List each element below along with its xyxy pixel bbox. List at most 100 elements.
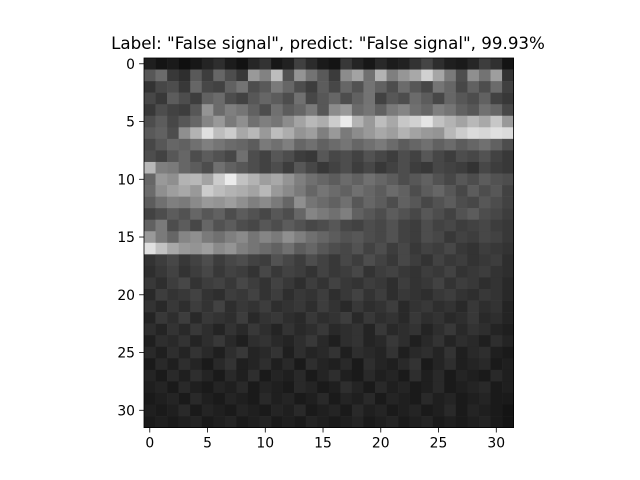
x-tick-label: 15 (314, 436, 332, 452)
heatmap-cell (247, 300, 260, 313)
heatmap-cell (167, 265, 179, 278)
heatmap-cell (271, 104, 283, 117)
heatmap-cell (201, 312, 214, 324)
heatmap-cell (144, 173, 156, 186)
heatmap-cell (490, 312, 503, 324)
heatmap-cell (294, 265, 306, 278)
heatmap-cell (271, 58, 283, 70)
heatmap-cell (409, 335, 422, 348)
chart-title: Label: "False signal", predict: "False s… (111, 33, 545, 53)
heatmap-cell (144, 219, 156, 232)
heatmap-cell (351, 161, 364, 174)
heatmap-cell (271, 404, 283, 417)
heatmap-cell (409, 104, 422, 117)
heatmap-cell (490, 69, 503, 82)
heatmap-cell (375, 358, 387, 371)
heatmap-cell (375, 231, 387, 244)
heatmap-cell (201, 323, 214, 336)
heatmap-cell (201, 81, 214, 93)
heatmap-cell (167, 381, 179, 394)
heatmap-cell (178, 81, 191, 93)
heatmap-cell (375, 323, 387, 336)
heatmap-cell (271, 369, 283, 382)
heatmap-cell (328, 346, 341, 359)
heatmap-cell (144, 127, 156, 140)
heatmap-cell (467, 138, 480, 151)
heatmap-cell (363, 69, 376, 82)
heatmap-cell (478, 323, 491, 336)
heatmap-cell (224, 69, 237, 82)
heatmap-cell (294, 92, 306, 105)
heatmap-cell (340, 231, 353, 244)
heatmap-cell (386, 115, 399, 128)
heatmap-cell (294, 300, 306, 313)
heatmap-cell (201, 335, 214, 348)
heatmap-cell (351, 138, 364, 151)
heatmap-cell (144, 81, 156, 93)
heatmap-cell (224, 231, 237, 244)
heatmap-cell (502, 300, 514, 313)
heatmap-cell (213, 277, 226, 290)
heatmap-cell (247, 127, 260, 140)
heatmap-cell (432, 289, 445, 301)
heatmap-cell (294, 358, 306, 371)
heatmap-cell (478, 404, 491, 417)
heatmap-cell (247, 104, 260, 117)
heatmap-cell (144, 416, 156, 428)
heatmap-cell (478, 231, 491, 244)
heatmap-cell (190, 277, 203, 290)
heatmap-cell (178, 150, 191, 163)
heatmap-cell (363, 335, 376, 348)
heatmap-cell (386, 335, 399, 348)
heatmap-cell (421, 381, 434, 394)
heatmap-cell (201, 381, 214, 394)
heatmap-cell (455, 404, 468, 417)
heatmap-cell (444, 115, 457, 128)
heatmap-cell (467, 254, 480, 267)
heatmap-cell (213, 161, 226, 174)
heatmap-cell (478, 196, 491, 209)
heatmap-cell (375, 369, 387, 382)
heatmap-cell (455, 312, 468, 324)
heatmap-cell (478, 300, 491, 313)
heatmap-cell (213, 219, 226, 232)
heatmap-cell (455, 81, 468, 93)
heatmap-cell (305, 369, 318, 382)
heatmap-cell (294, 69, 306, 82)
heatmap-cell (490, 358, 503, 371)
heatmap-cell (421, 185, 434, 197)
heatmap-cell (421, 58, 434, 70)
heatmap-cell (317, 185, 330, 197)
heatmap-cell (444, 392, 457, 405)
heatmap-cell (502, 358, 514, 371)
heatmap-cell (190, 185, 203, 197)
heatmap-cell (409, 242, 422, 255)
heatmap-cell (455, 69, 468, 82)
heatmap-cell (317, 208, 330, 220)
heatmap-cell (375, 335, 387, 348)
heatmap-cell (409, 150, 422, 163)
heatmap-cell (236, 173, 249, 186)
heatmap-cell (236, 231, 249, 244)
heatmap-cell (502, 138, 514, 151)
heatmap-cell (247, 381, 260, 394)
heatmap-cell (213, 69, 226, 82)
heatmap-cell (467, 115, 480, 128)
heatmap-cell (386, 312, 399, 324)
heatmap-cell (282, 138, 295, 151)
heatmap-cell (144, 242, 156, 255)
heatmap-cell (340, 173, 353, 186)
heatmap-cell (490, 196, 503, 209)
heatmap-cell (167, 323, 179, 336)
heatmap-cell (294, 323, 306, 336)
heatmap-cell (247, 346, 260, 359)
heatmap-cell (328, 358, 341, 371)
heatmap-cell (409, 161, 422, 174)
heatmap-cell (144, 312, 156, 324)
heatmap-cell (455, 150, 468, 163)
heatmap-cell (455, 231, 468, 244)
heatmap-cell (317, 358, 330, 371)
heatmap-cell (398, 58, 410, 70)
heatmap-cell (478, 335, 491, 348)
heatmap-cell (305, 196, 318, 209)
